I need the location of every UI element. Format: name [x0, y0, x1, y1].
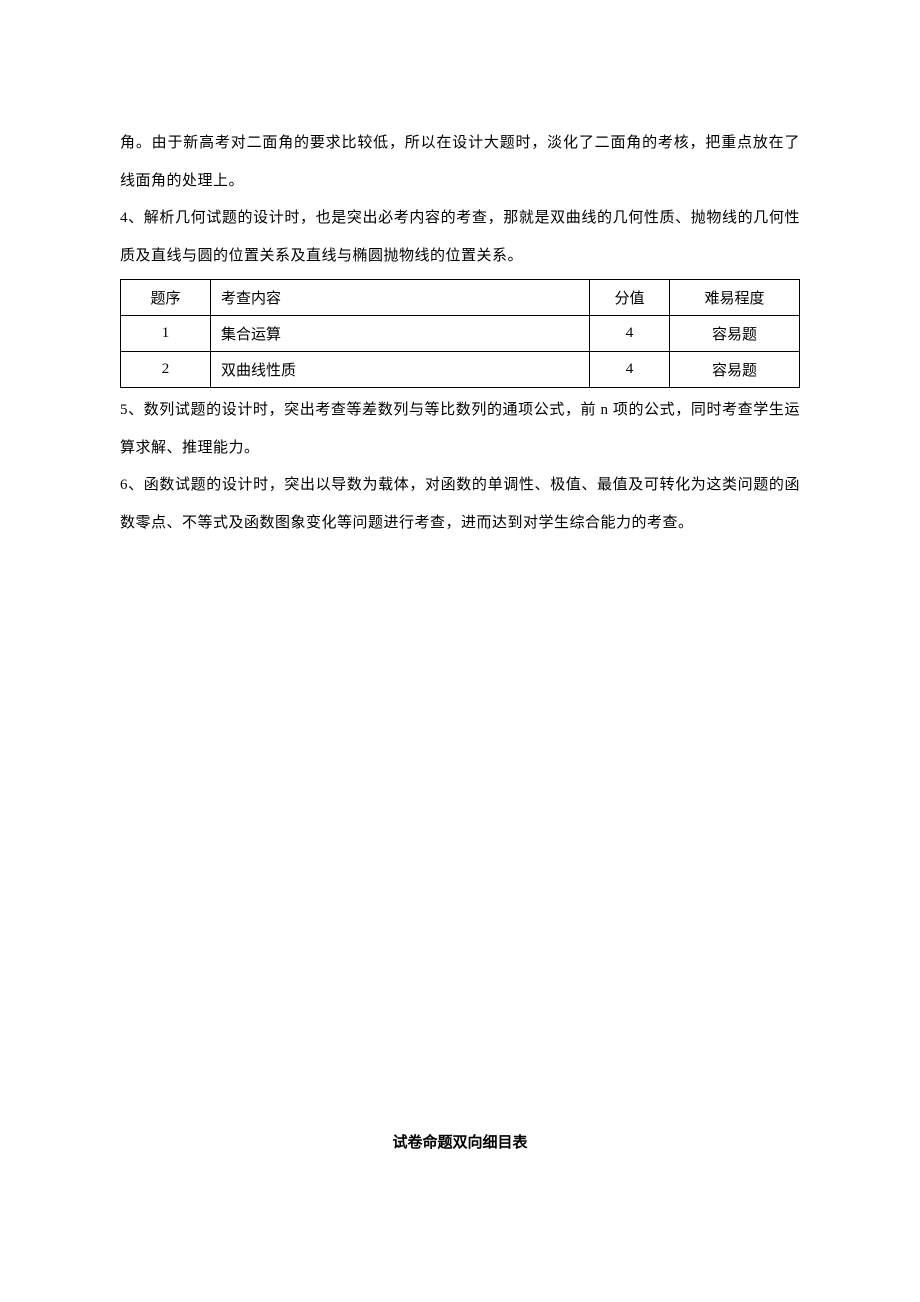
footer-title: 试卷命题双向细目表	[0, 1131, 920, 1152]
table: 题序 考查内容 分值 难易程度 1 集合运算 4 容易题 2 双曲线性质 4 容…	[120, 279, 800, 388]
cell-score: 4	[590, 352, 670, 388]
cell-content: 集合运算	[211, 316, 590, 352]
table-header-row: 题序 考查内容 分值 难易程度	[121, 280, 800, 316]
paragraph-1: 角。由于新高考对二面角的要求比较低，所以在设计大题时，淡化了二面角的考核，把重点…	[120, 125, 800, 200]
paragraph-3: 5、数列试题的设计时，突出考查等差数列与等比数列的通项公式，前 n 项的公式，同…	[120, 392, 800, 467]
cell-score: 4	[590, 316, 670, 352]
table-row: 1 集合运算 4 容易题	[121, 316, 800, 352]
paragraph-2: 4、解析几何试题的设计时，也是突出必考内容的考查，那就是双曲线的几何性质、抛物线…	[120, 200, 800, 275]
col-header-difficulty: 难易程度	[670, 280, 800, 316]
cell-content: 双曲线性质	[211, 352, 590, 388]
col-header-score: 分值	[590, 280, 670, 316]
exam-content-table: 题序 考查内容 分值 难易程度 1 集合运算 4 容易题 2 双曲线性质 4 容…	[120, 279, 800, 388]
table-row: 2 双曲线性质 4 容易题	[121, 352, 800, 388]
cell-seq: 2	[121, 352, 211, 388]
cell-seq: 1	[121, 316, 211, 352]
col-header-content: 考查内容	[211, 280, 590, 316]
cell-difficulty: 容易题	[670, 352, 800, 388]
col-header-seq: 题序	[121, 280, 211, 316]
paragraph-4: 6、函数试题的设计时，突出以导数为载体，对函数的单调性、极值、最值及可转化为这类…	[120, 467, 800, 542]
cell-difficulty: 容易题	[670, 316, 800, 352]
